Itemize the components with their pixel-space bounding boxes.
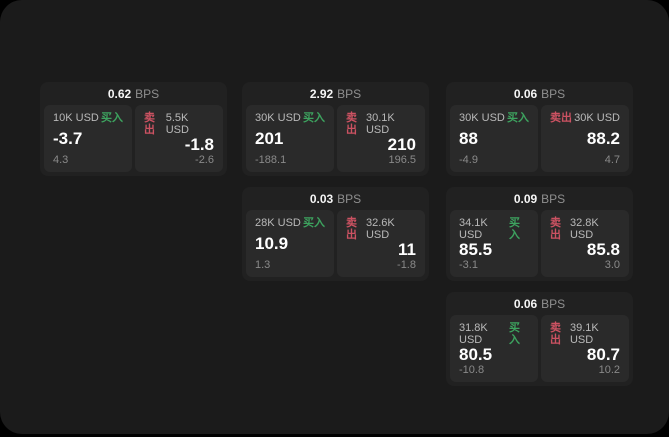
sell-change: 10.2: [598, 364, 620, 376]
bps-header: 0.62 BPS: [44, 82, 223, 105]
sell-price: 11: [398, 240, 416, 259]
sell-change: -2.6: [195, 154, 214, 166]
buy-panel[interactable]: 31.8K USD 买入 80.5 -10.8: [450, 315, 538, 382]
buy-size: 34.1K USD: [459, 217, 488, 241]
sell-change: 3.0: [604, 259, 620, 271]
buy-change: 4.3: [53, 154, 69, 166]
bps-unit: BPS: [337, 86, 362, 101]
sell-label: 卖出: [144, 112, 155, 136]
sell-change: -1.8: [397, 259, 416, 271]
bps-value: 0.06: [513, 86, 538, 101]
buy-price: 80.5: [459, 345, 493, 364]
buy-label: 买入: [509, 322, 521, 346]
quote-card: 0.62 BPS 10K USD 买入 -3.7 4.3 卖出 5.5K USD…: [40, 82, 227, 176]
bps-header: 0.03 BPS: [246, 187, 425, 210]
buy-size: 30K USD: [459, 112, 505, 124]
buy-price: 201: [255, 129, 284, 148]
bps-unit: BPS: [337, 191, 362, 206]
sell-panel[interactable]: 卖出 39.1K USD 80.7 10.2: [541, 315, 629, 382]
buy-size: 28K USD: [255, 217, 301, 229]
sell-label: 卖出: [550, 322, 561, 346]
quote-card: 0.06 BPS 31.8K USD 买入 80.5 -10.8 卖出 39.1…: [446, 292, 633, 386]
bps-value: 0.62: [107, 86, 132, 101]
buy-change: -4.9: [459, 154, 478, 166]
buy-panel[interactable]: 34.1K USD 买入 85.5 -3.1: [450, 210, 538, 277]
buy-price: -3.7: [53, 129, 83, 148]
buy-size: 30K USD: [255, 112, 301, 124]
buy-size: 31.8K USD: [459, 322, 488, 346]
buy-change: -3.1: [459, 259, 478, 271]
buy-price: 10.9: [255, 234, 289, 253]
sell-panel[interactable]: 卖出 32.8K USD 85.8 3.0: [541, 210, 629, 277]
buy-change: -10.8: [459, 364, 485, 376]
bps-unit: BPS: [541, 191, 566, 206]
buy-label: 买入: [101, 112, 123, 124]
bps-header: 2.92 BPS: [246, 82, 425, 105]
sell-change: 196.5: [388, 154, 416, 166]
quote-card: 0.09 BPS 34.1K USD 买入 85.5 -3.1 卖出 32.8K…: [446, 187, 633, 281]
bps-value: 0.09: [513, 191, 538, 206]
buy-panel[interactable]: 30K USD 买入 201 -188.1: [246, 105, 334, 172]
bps-header: 0.09 BPS: [450, 187, 629, 210]
sell-change: 4.7: [604, 154, 620, 166]
bps-value: 0.06: [513, 296, 538, 311]
buy-label: 买入: [303, 217, 325, 229]
quote-card: 0.03 BPS 28K USD 买入 10.9 1.3 卖出 32.6K US…: [242, 187, 429, 281]
quote-card: 2.92 BPS 30K USD 买入 201 -188.1 卖出 30.1K …: [242, 82, 429, 176]
sell-label: 卖出: [550, 217, 561, 241]
sell-price: 85.8: [586, 240, 620, 259]
buy-change: -188.1: [255, 154, 287, 166]
buy-panel[interactable]: 30K USD 买入 88 -4.9: [450, 105, 538, 172]
sell-size: 39.1K USD: [569, 322, 599, 346]
sell-price: 88.2: [586, 129, 620, 148]
sell-label: 卖出: [550, 112, 572, 124]
sell-label: 卖出: [346, 112, 357, 136]
buy-panel[interactable]: 28K USD 买入 10.9 1.3: [246, 210, 334, 277]
buy-panel[interactable]: 10K USD 买入 -3.7 4.3: [44, 105, 132, 172]
sell-price: 210: [387, 135, 416, 154]
bps-value: 0.03: [309, 191, 334, 206]
bps-unit: BPS: [541, 86, 566, 101]
buy-label: 买入: [303, 112, 325, 124]
sell-price: -1.8: [184, 135, 214, 154]
sell-panel[interactable]: 卖出 5.5K USD -1.8 -2.6: [135, 105, 223, 172]
sell-panel[interactable]: 卖出 30.1K USD 210 196.5: [337, 105, 425, 172]
buy-price: 88: [459, 129, 478, 148]
bps-header: 0.06 BPS: [450, 292, 629, 315]
sell-size: 30K USD: [574, 112, 620, 124]
sell-label: 卖出: [346, 217, 357, 241]
buy-change: 1.3: [255, 259, 271, 271]
sell-size: 30.1K USD: [365, 112, 395, 136]
bps-unit: BPS: [135, 86, 160, 101]
sell-size: 32.6K USD: [365, 217, 395, 241]
quote-card: 0.06 BPS 30K USD 买入 88 -4.9 卖出 30K USD 8…: [446, 82, 633, 176]
bps-value: 2.92: [309, 86, 334, 101]
sell-size: 32.8K USD: [569, 217, 599, 241]
bps-header: 0.06 BPS: [450, 82, 629, 105]
buy-label: 买入: [507, 112, 529, 124]
sell-panel[interactable]: 卖出 32.6K USD 11 -1.8: [337, 210, 425, 277]
sell-panel[interactable]: 卖出 30K USD 88.2 4.7: [541, 105, 629, 172]
buy-size: 10K USD: [53, 112, 99, 124]
buy-label: 买入: [509, 217, 521, 241]
sell-size: 5.5K USD: [165, 112, 189, 136]
sell-price: 80.7: [586, 345, 620, 364]
buy-price: 85.5: [459, 240, 493, 259]
bps-unit: BPS: [541, 296, 566, 311]
